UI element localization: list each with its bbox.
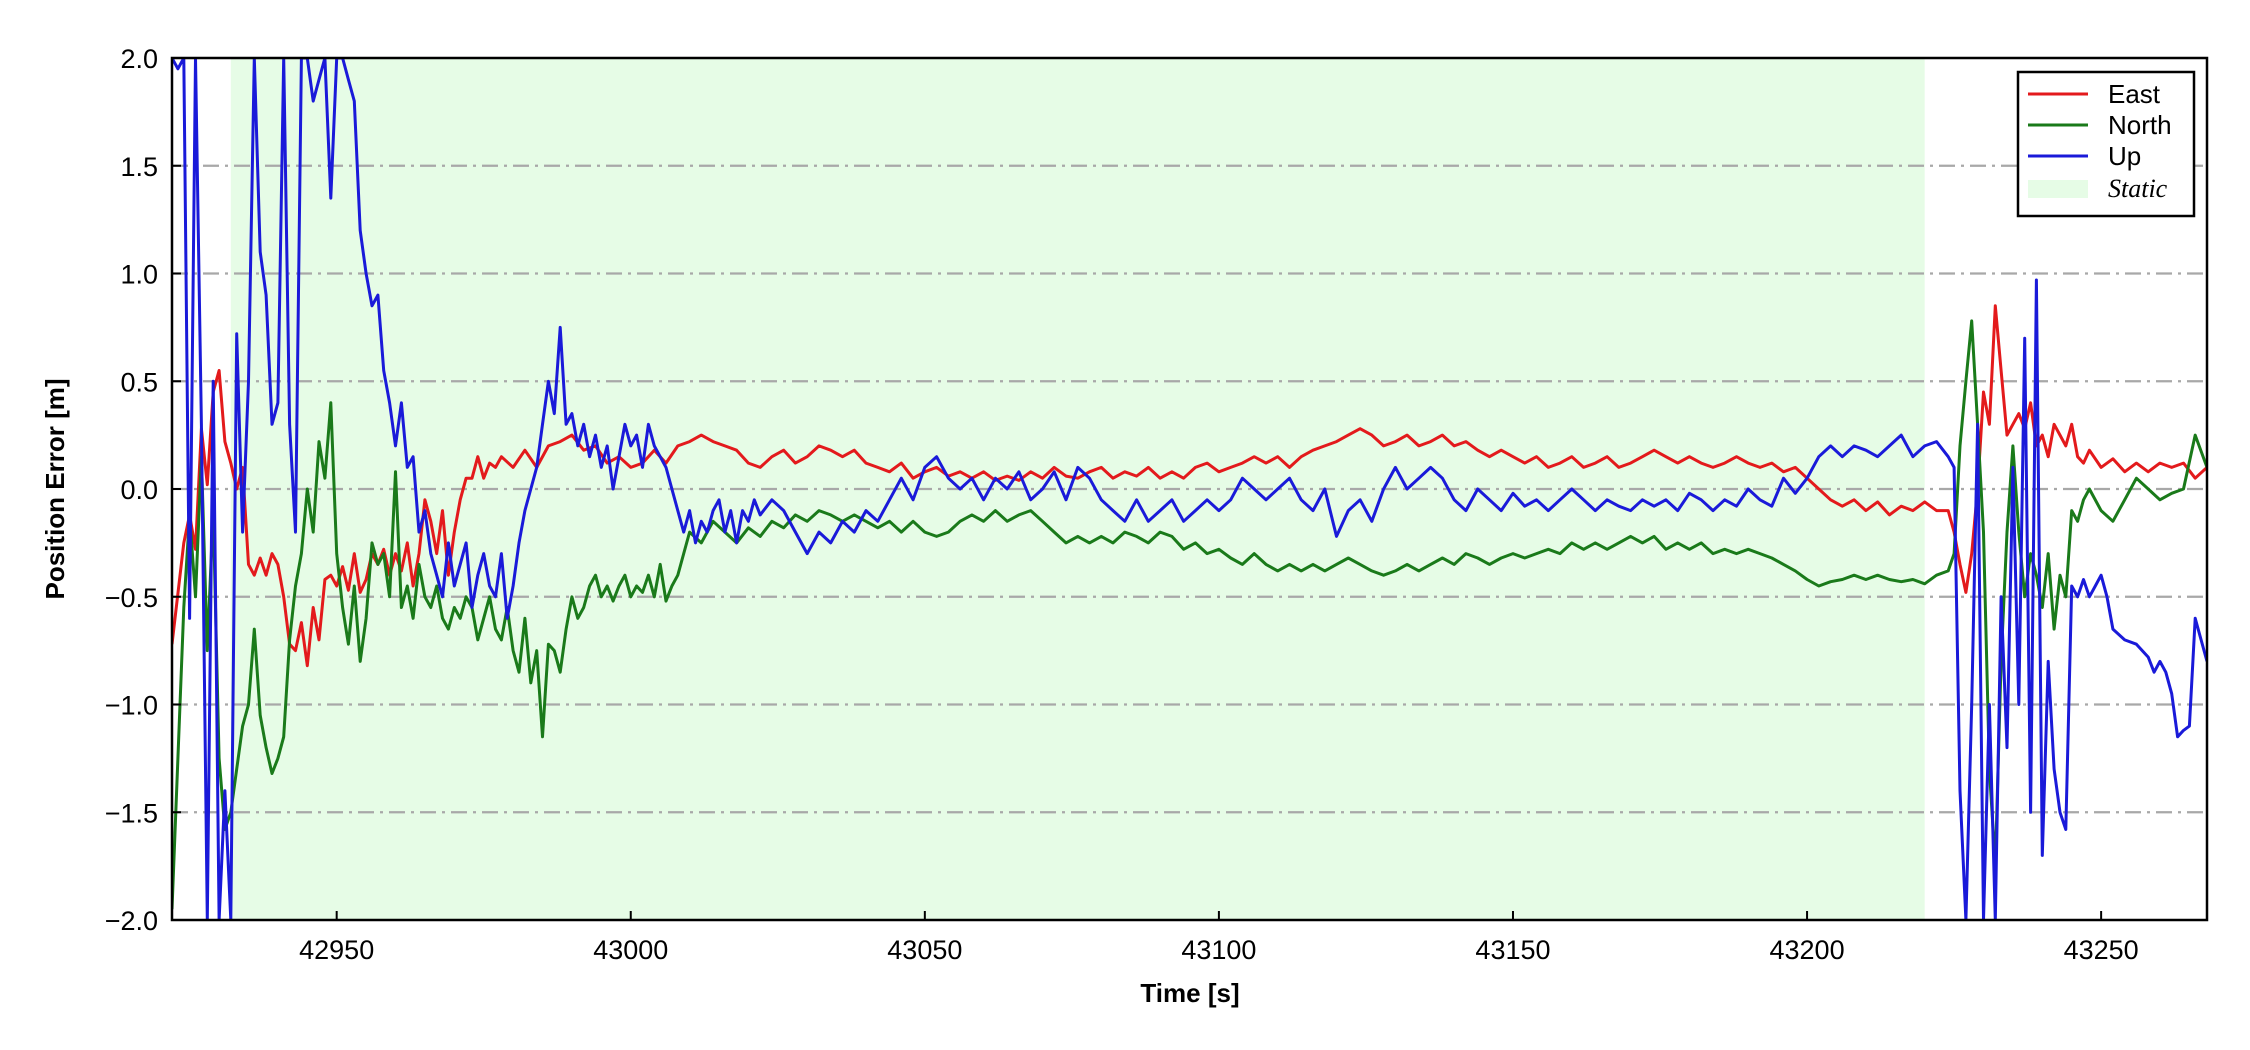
series-line-up [172, 58, 2207, 920]
x-tick-label: 43200 [1770, 935, 1845, 965]
x-tick-label: 43150 [1475, 935, 1550, 965]
legend-label-east: East [2108, 79, 2161, 109]
x-tick-label: 43000 [593, 935, 668, 965]
y-tick-label: −2.0 [105, 906, 158, 936]
y-tick-label: −1.0 [105, 691, 158, 721]
x-tick-label: 43250 [2064, 935, 2139, 965]
legend-swatch-static [2028, 180, 2088, 198]
y-tick-label: 1.5 [120, 152, 158, 182]
x-tick-label: 43050 [887, 935, 962, 965]
x-axis-label: Time [s] [1140, 978, 1239, 1008]
legend-label-north: North [2108, 110, 2172, 140]
x-tick-label: 43100 [1181, 935, 1256, 965]
y-tick-label: −0.5 [105, 583, 158, 613]
y-tick-label: 0.5 [120, 367, 158, 397]
y-axis-label: Position Error [m] [40, 378, 70, 599]
x-tick-label: 42950 [299, 935, 374, 965]
legend-label-static: Static [2108, 174, 2168, 203]
y-tick-label: −1.5 [105, 798, 158, 828]
y-tick-label: 0.0 [120, 475, 158, 505]
series-line-north [172, 319, 2207, 910]
legend: East North Up Static [2016, 70, 2196, 218]
y-tick-label: 1.0 [120, 260, 158, 290]
y-tick-label: 2.0 [120, 44, 158, 74]
legend-label-up: Up [2108, 141, 2141, 171]
